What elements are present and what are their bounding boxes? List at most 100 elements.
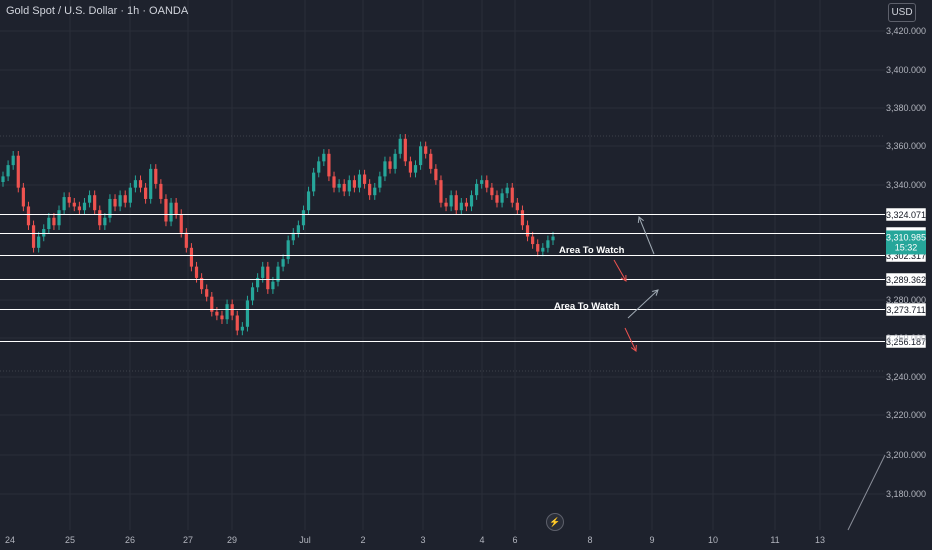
candle-body xyxy=(541,247,545,252)
candle-body xyxy=(398,138,402,154)
candle-body xyxy=(439,180,443,203)
candle-body xyxy=(500,193,504,203)
candle-body xyxy=(200,277,204,290)
y-tick-label: 3,280.000 xyxy=(886,295,926,305)
candle-body xyxy=(1,176,5,183)
candle-body xyxy=(62,197,66,211)
candle-body xyxy=(67,197,71,203)
candle-body xyxy=(368,183,372,196)
candle-body xyxy=(149,168,153,199)
candle-body xyxy=(281,259,285,267)
y-tick-label: 3,180.000 xyxy=(886,489,926,499)
candle-body xyxy=(189,247,194,267)
candle-body xyxy=(322,153,326,162)
level-price-tag xyxy=(885,302,927,317)
candle-body xyxy=(42,229,46,237)
y-tick-label: 3,420.000 xyxy=(886,26,926,36)
candle-body xyxy=(520,210,525,226)
candle-body xyxy=(210,296,214,312)
candle-body xyxy=(250,287,255,301)
candle-body xyxy=(510,187,514,203)
candle-body xyxy=(469,195,474,207)
candle-body xyxy=(133,180,138,188)
candle-body xyxy=(413,165,418,173)
x-tick-label: 2 xyxy=(360,535,365,545)
candle-body xyxy=(531,236,535,245)
candle-body xyxy=(11,155,15,166)
candle-body xyxy=(205,289,209,297)
candle-body xyxy=(245,300,250,327)
x-tick-label: 8 xyxy=(587,535,592,545)
x-tick-label: 13 xyxy=(815,535,825,545)
current-price-label: 3,310.985 xyxy=(886,232,926,242)
candle-body xyxy=(485,180,489,188)
candle-body xyxy=(31,225,36,248)
candle-body xyxy=(16,155,20,188)
candle-body xyxy=(495,195,499,203)
candle-body xyxy=(480,180,484,184)
candle-body xyxy=(26,206,31,226)
y-tick-label: 3,360.000 xyxy=(886,141,926,151)
candle-body xyxy=(296,225,300,233)
up-arrow xyxy=(638,216,655,255)
y-tick-label: 3,260.000 xyxy=(886,333,926,343)
candle-body xyxy=(276,266,280,282)
candle-body xyxy=(169,202,173,222)
level-price-label: 3,273.711 xyxy=(886,305,925,315)
level-price-tag xyxy=(885,334,927,349)
y-tick-label: 3,200.000 xyxy=(886,450,926,460)
candle-body xyxy=(256,277,260,288)
candle-body xyxy=(373,187,377,196)
candle-body xyxy=(403,138,407,162)
x-tick-label: 29 xyxy=(227,535,237,545)
candle-body xyxy=(123,195,127,203)
candle-body xyxy=(6,165,10,177)
candle-body xyxy=(225,304,229,320)
level-price-tag xyxy=(885,207,927,222)
candle-body xyxy=(77,206,81,211)
candle-body xyxy=(174,202,178,214)
area-to-watch-label: Area To Watch xyxy=(559,245,625,256)
candle-body xyxy=(159,183,163,199)
candle-body xyxy=(505,187,509,194)
x-tick-label: 27 xyxy=(183,535,193,545)
up-arrow-head xyxy=(637,216,644,224)
candle-body xyxy=(103,217,107,226)
x-tick-label: 9 xyxy=(649,535,654,545)
candle-body xyxy=(393,153,397,169)
y-tick-label: 3,340.000 xyxy=(886,180,926,190)
candle-body xyxy=(444,202,448,207)
up-arrow xyxy=(627,289,659,319)
candle-body xyxy=(143,187,148,199)
lightning-icon[interactable]: ⚡ xyxy=(546,513,564,531)
candle-body xyxy=(184,232,188,248)
candle-body xyxy=(332,176,336,188)
candle-body xyxy=(286,240,290,260)
trend-line xyxy=(847,454,886,531)
x-tick-label: 26 xyxy=(125,535,135,545)
y-tick-label: 3,220.000 xyxy=(886,410,926,420)
currency-button[interactable]: USD xyxy=(888,3,916,22)
x-tick-label: 10 xyxy=(708,535,718,545)
candle-body xyxy=(291,232,295,241)
current-price-tag xyxy=(886,230,926,255)
x-tick-label: 4 xyxy=(479,535,484,545)
level-price-label: 3,256.187 xyxy=(886,337,926,347)
candle-body xyxy=(164,198,168,222)
candle-body xyxy=(306,191,311,211)
candle-body xyxy=(454,195,458,211)
candle-body xyxy=(424,146,428,154)
up-arrow-head xyxy=(652,289,659,296)
candle-body xyxy=(82,202,87,211)
candle-body xyxy=(464,202,469,207)
candle-body xyxy=(327,153,331,177)
candle-body xyxy=(337,183,341,188)
candle-body xyxy=(525,225,530,237)
y-tick-label: 3,400.000 xyxy=(886,65,926,75)
candle-body xyxy=(429,153,433,169)
x-tick-label: Jul xyxy=(299,535,311,545)
x-tick-label: 24 xyxy=(5,535,15,545)
candle-body xyxy=(93,195,97,211)
candle-body xyxy=(21,187,25,207)
